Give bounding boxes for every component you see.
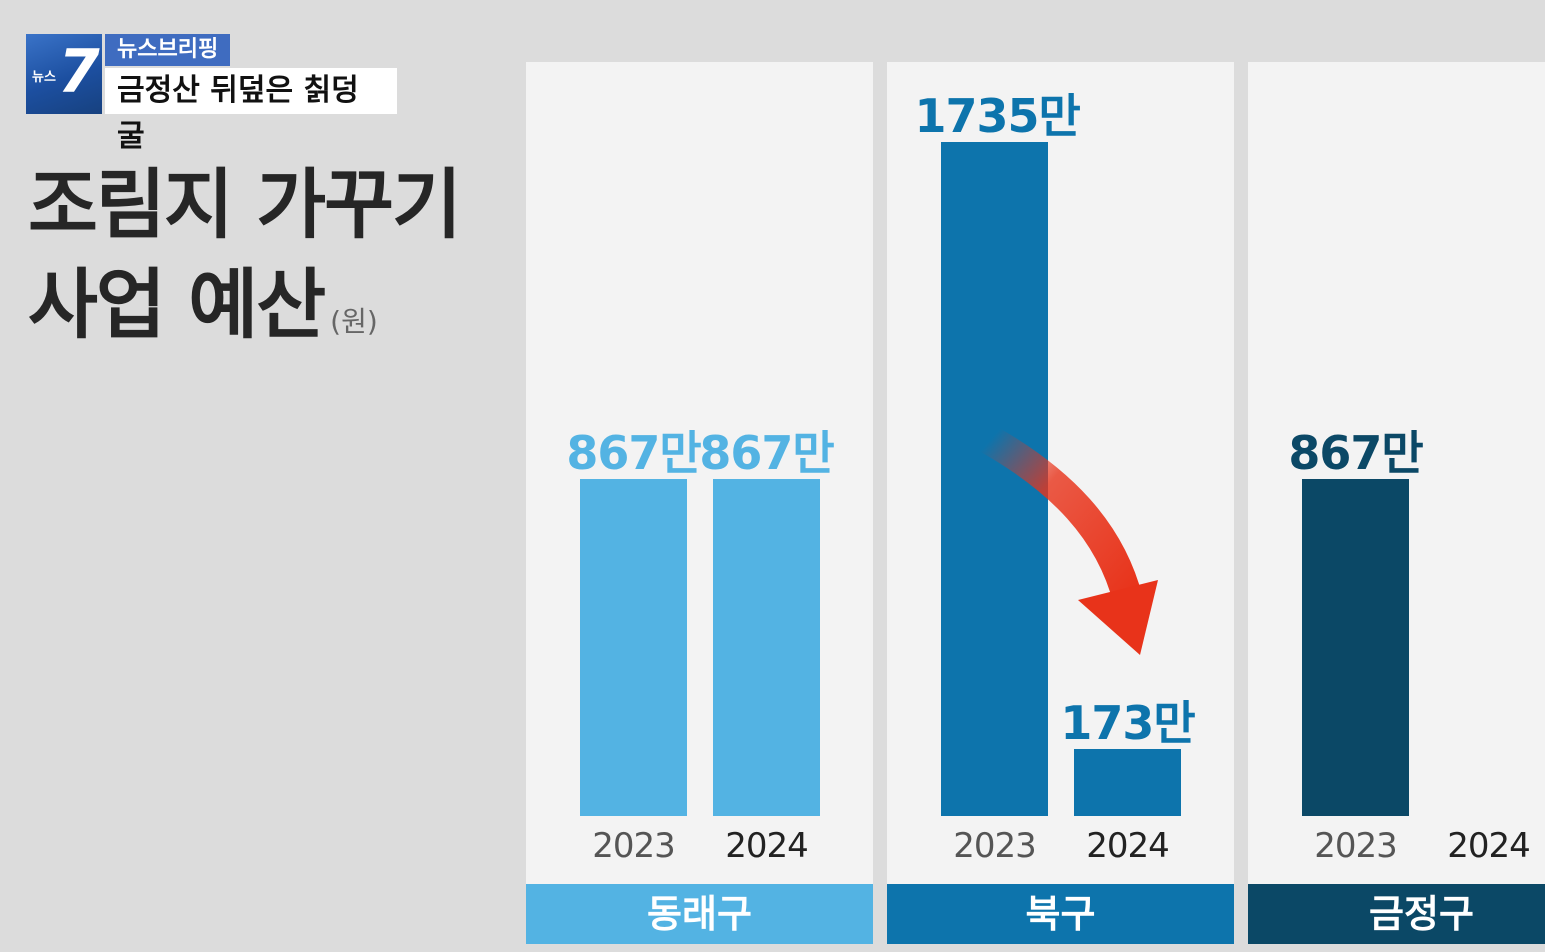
- bar-1-2024: [1074, 749, 1181, 816]
- logo-number: 7: [58, 37, 100, 107]
- value-label-0-2024: 867만: [699, 426, 834, 480]
- value-label-1-2023: 1735만: [914, 89, 1081, 143]
- year-label-0-2024: 2024: [725, 826, 809, 866]
- year-label-0-2023: 2023: [592, 826, 676, 866]
- unit-label: (원): [330, 305, 378, 338]
- logo-text: 뉴스: [32, 70, 56, 85]
- chart-title-line1: 조림지 가꾸기: [28, 160, 462, 249]
- value-label-2-2023: 867만: [1288, 426, 1423, 480]
- headline-tag: 금정산 뒤덮은 칡덩굴: [105, 68, 397, 154]
- year-label-1-2024: 2024: [1086, 826, 1170, 866]
- bar-0-2024: [713, 479, 820, 816]
- bar-2-2023: [1302, 479, 1409, 816]
- chart-title-line2: 사업 예산: [28, 260, 326, 349]
- value-label-0-2023: 867만: [566, 426, 701, 480]
- chart-title: 조림지 가꾸기 사업 예산 (원): [28, 155, 462, 372]
- year-label-1-2023: 2023: [953, 826, 1037, 866]
- year-label-2-2024: 2024: [1447, 826, 1531, 866]
- district-label-2: 금정구: [1248, 884, 1545, 944]
- news7-logo: 뉴스 7: [26, 34, 102, 114]
- district-label-0: 동래구: [526, 884, 873, 944]
- bar-0-2023: [580, 479, 687, 816]
- value-label-1-2024: 173만: [1060, 696, 1195, 750]
- year-label-2-2023: 2023: [1314, 826, 1398, 866]
- district-label-1: 북구: [887, 884, 1234, 944]
- program-tag: 뉴스브리핑: [105, 34, 231, 66]
